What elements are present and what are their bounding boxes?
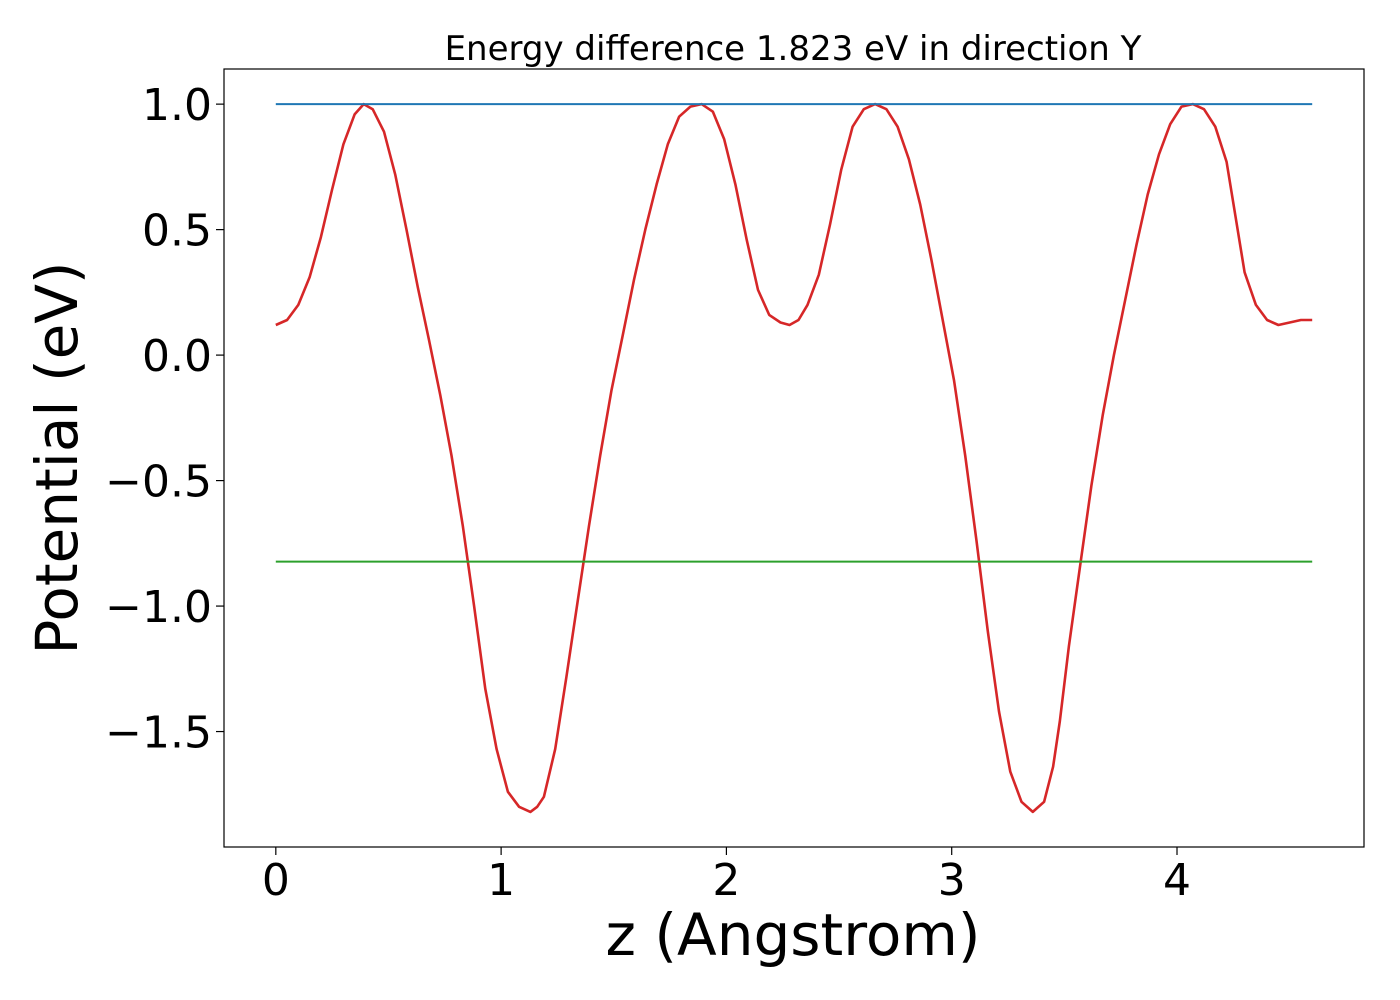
y-axis-label: Potential (eV) <box>23 261 91 654</box>
x-axis-label: z (Angstrom) <box>606 901 981 969</box>
chart-title: Energy difference 1.823 eV in direction … <box>445 29 1142 69</box>
plot-frame <box>223 68 1365 848</box>
x-tick-label: 4 <box>1163 855 1191 906</box>
series-potential-line <box>275 102 1313 814</box>
y-tick-label: −1.5 <box>105 708 212 759</box>
y-tick-label: 1.0 <box>142 80 212 131</box>
y-axis-ticks: 1.0 0.5 0.0 −0.5 −1.0 −1.5 <box>105 80 224 759</box>
y-tick-label: −0.5 <box>105 457 212 508</box>
y-tick-label: 0.5 <box>142 206 212 257</box>
x-tick-label: 1 <box>487 855 515 906</box>
x-axis-ticks: 0 1 2 3 4 <box>262 847 1191 906</box>
y-tick-label: 0.0 <box>142 331 212 382</box>
x-tick-label: 0 <box>262 855 290 906</box>
x-tick-label: 3 <box>938 855 966 906</box>
x-tick-label: 2 <box>712 855 740 906</box>
series-layer <box>275 102 1313 814</box>
y-tick-label: −1.0 <box>105 582 212 633</box>
